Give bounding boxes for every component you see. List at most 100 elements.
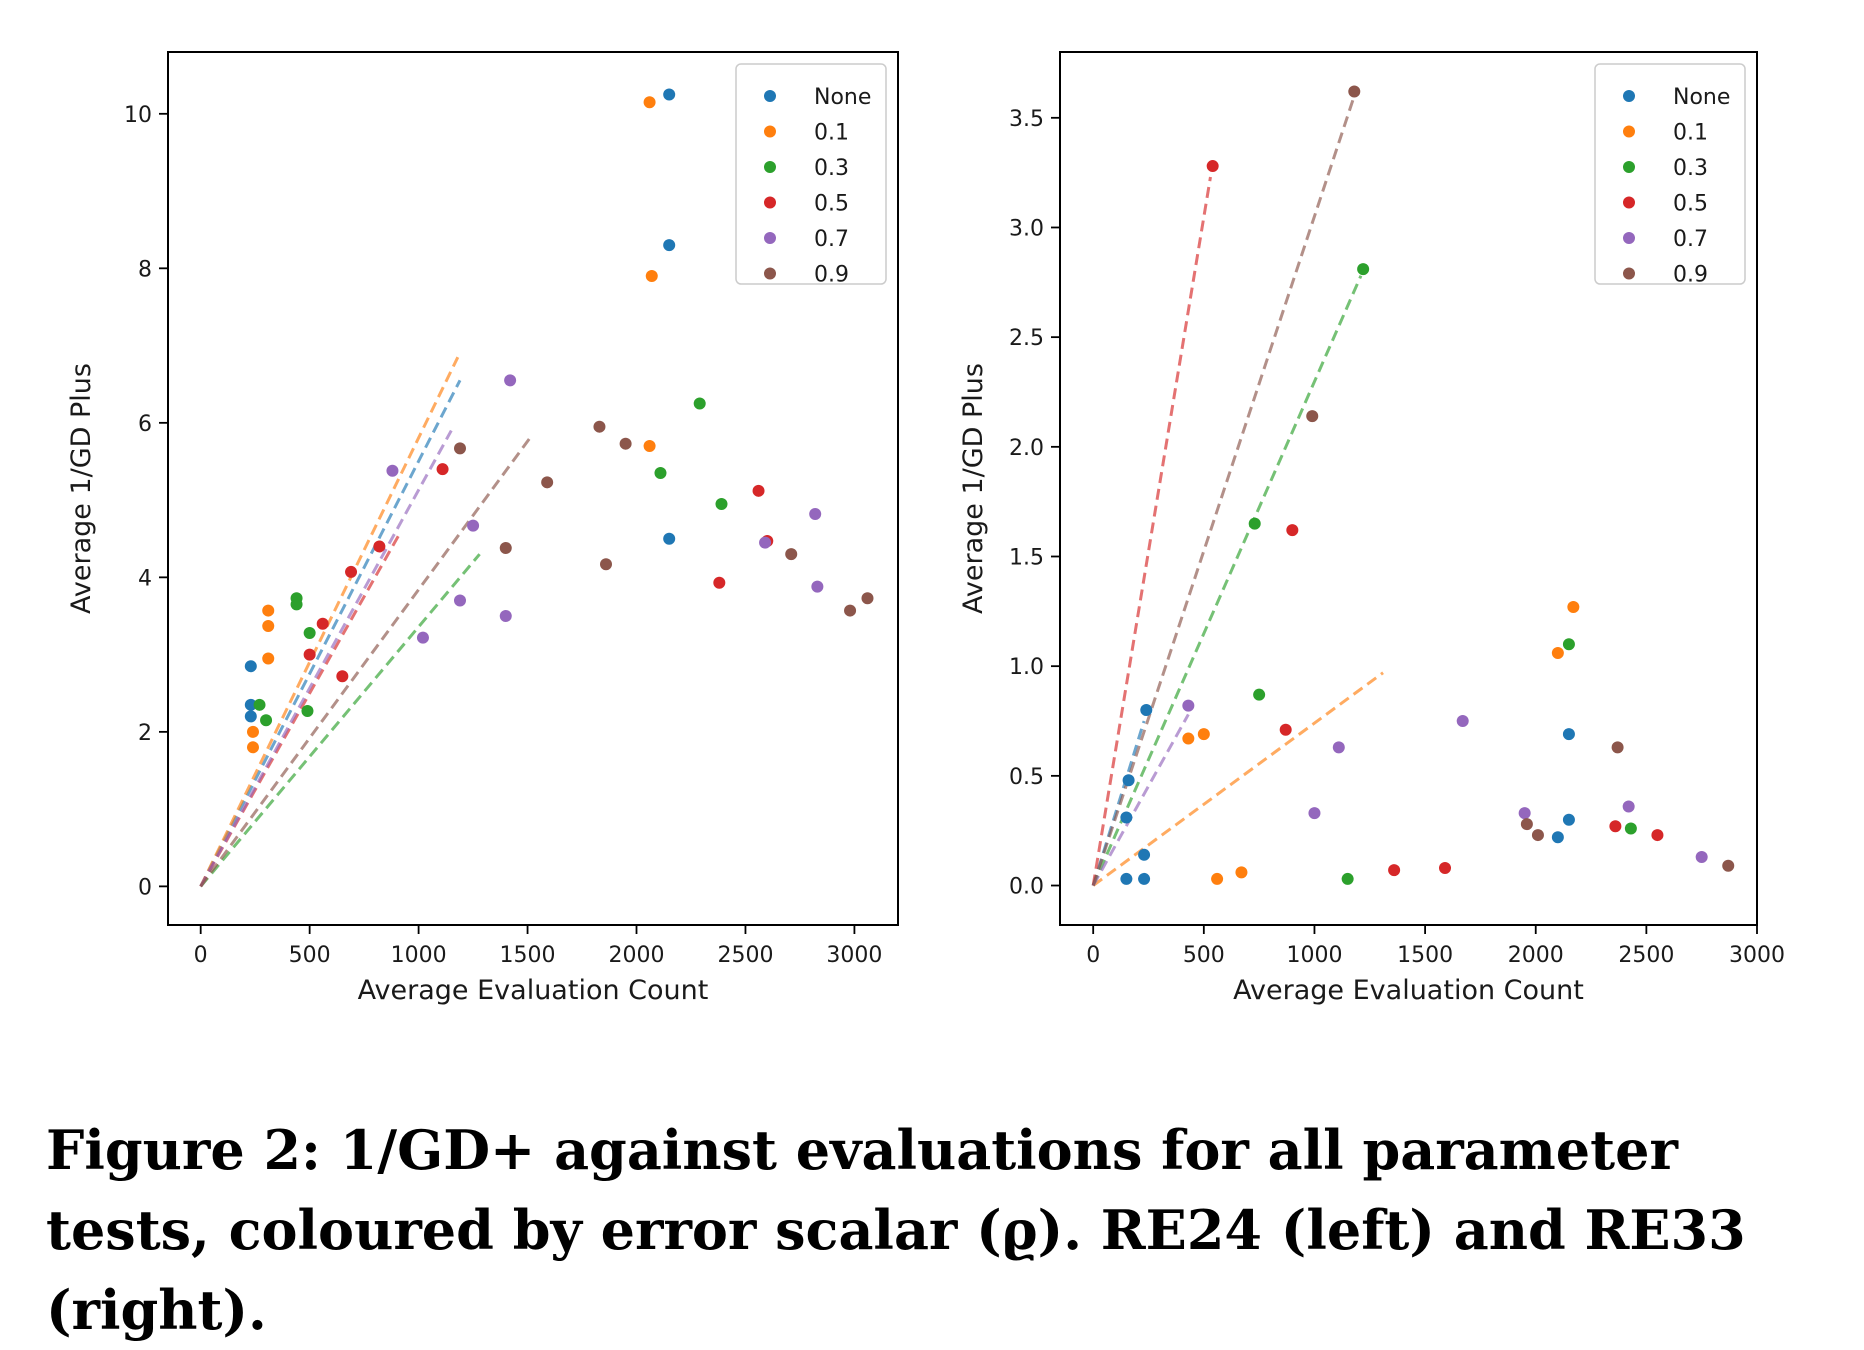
legend-marker-0.9 xyxy=(1623,267,1635,280)
trend-line-0.9 xyxy=(1091,95,1356,886)
point-0.9 xyxy=(1520,818,1533,831)
point-None xyxy=(244,660,257,673)
x-tick-label: 1000 xyxy=(1286,943,1342,968)
point-0.1 xyxy=(1567,600,1580,613)
point-0.3 xyxy=(301,704,314,717)
point-0.5 xyxy=(336,670,349,683)
point-None xyxy=(1122,774,1135,787)
point-0.3 xyxy=(260,714,273,727)
point-0.9 xyxy=(1306,410,1319,423)
legend: None 0.1 0.3 0.5 0.7 0.9 xyxy=(1594,63,1746,288)
point-0.5 xyxy=(1206,160,1219,173)
point-0.3 xyxy=(1357,263,1370,276)
point-None xyxy=(663,88,676,101)
point-0.7 xyxy=(504,374,517,387)
legend-label-0.3: 0.3 xyxy=(1673,156,1708,181)
point-None xyxy=(1551,831,1564,844)
point-0.9 xyxy=(600,558,612,571)
point-0.9 xyxy=(499,541,512,554)
y-tick-label: 1.5 xyxy=(1009,545,1044,570)
point-0.9 xyxy=(1531,829,1544,842)
legend-label-0.1: 0.1 xyxy=(814,121,849,146)
point-0.9 xyxy=(861,592,874,605)
legend-marker-0.7 xyxy=(764,232,776,244)
left-panel-re24: 0 500 1000 1500 2000 2500 3000 0 2 4 6 8 10 Average E… xyxy=(66,51,899,1006)
figure: 0 500 1000 1500 2000 2500 3000 0 2 4 6 8 10 Average E… xyxy=(66,51,1785,1006)
legend-label-0.5: 0.5 xyxy=(814,192,849,217)
legend-label-None: None xyxy=(1673,85,1730,110)
point-0.9 xyxy=(844,604,857,617)
legend-marker-0.3 xyxy=(764,161,776,173)
point-0.1 xyxy=(1235,866,1248,879)
point-None xyxy=(1120,872,1133,885)
point-0.5 xyxy=(1279,723,1292,736)
point-0.3 xyxy=(693,397,706,410)
point-0.9 xyxy=(454,442,466,455)
legend-marker-None xyxy=(764,90,776,102)
y-tick-label: 4 xyxy=(138,566,152,591)
legend-label-0.9: 0.9 xyxy=(1673,263,1708,288)
point-None xyxy=(1562,813,1575,826)
point-0.5 xyxy=(345,565,358,578)
point-0.7 xyxy=(467,519,480,532)
point-0.1 xyxy=(645,270,658,283)
point-0.5 xyxy=(1609,820,1622,833)
point-0.5 xyxy=(1286,524,1299,537)
point-0.7 xyxy=(1332,741,1345,754)
figure-caption: Figure 2: 1/GD+ against evaluations for … xyxy=(46,1118,1746,1342)
trend-line-0.7 xyxy=(199,429,453,888)
x-tick-label: 2000 xyxy=(609,943,665,968)
point-0.7 xyxy=(416,631,429,644)
point-0.7 xyxy=(1695,851,1708,864)
legend-marker-0.9 xyxy=(764,267,776,280)
point-0.7 xyxy=(1182,699,1195,712)
point-0.1 xyxy=(1551,647,1564,660)
legend-marker-None xyxy=(1623,90,1635,102)
legend: None 0.1 0.3 0.5 0.7 0.9 xyxy=(735,63,887,288)
y-tick-label: 1.0 xyxy=(1009,655,1044,680)
point-0.1 xyxy=(262,620,275,633)
trend-line-0.3 xyxy=(199,553,481,888)
trend-line-0.9 xyxy=(199,437,531,888)
point-0.1 xyxy=(246,725,259,738)
point-0.1 xyxy=(1197,728,1210,741)
plot-frame xyxy=(167,51,899,926)
plot-frame xyxy=(1059,51,1758,926)
point-0.7 xyxy=(1622,800,1635,813)
point-0.3 xyxy=(303,626,316,639)
legend-box xyxy=(735,63,887,285)
point-0.9 xyxy=(785,548,798,561)
trend-line-0.1 xyxy=(199,356,460,888)
x-tick-label: 0 xyxy=(1086,943,1100,968)
point-0.5 xyxy=(1388,864,1401,877)
x-tick-label: 2000 xyxy=(1508,943,1564,968)
legend-marker-0.5 xyxy=(764,196,776,209)
legend-label-0.1: 0.1 xyxy=(1673,121,1708,146)
point-0.5 xyxy=(1651,829,1664,842)
point-0.5 xyxy=(1439,861,1452,874)
y-axis-label: Average 1/GD Plus xyxy=(66,363,97,614)
point-None xyxy=(244,710,257,723)
trend-line-0.1 xyxy=(1092,671,1384,887)
legend-label-0.5: 0.5 xyxy=(1673,192,1708,217)
point-0.1 xyxy=(246,741,259,754)
point-0.7 xyxy=(454,594,466,607)
y-tick-label: 2 xyxy=(138,721,152,746)
point-0.3 xyxy=(1248,517,1261,530)
trend-line-None xyxy=(1091,720,1146,886)
point-None xyxy=(1138,848,1151,861)
point-0.7 xyxy=(499,609,512,622)
x-tick-label: 3000 xyxy=(1729,943,1785,968)
y-tick-label: 3.0 xyxy=(1009,216,1044,241)
legend-marker-0.5 xyxy=(1623,196,1635,209)
x-tick-label: 1000 xyxy=(391,943,447,968)
trend-line-0.7 xyxy=(1091,713,1190,887)
y-tick-label: 2.0 xyxy=(1009,436,1044,461)
point-0.3 xyxy=(654,467,667,480)
point-0.3 xyxy=(1253,688,1266,701)
point-0.1 xyxy=(643,440,656,453)
point-0.5 xyxy=(316,617,329,630)
trend-line-None xyxy=(199,379,462,888)
x-tick-label: 1500 xyxy=(500,943,556,968)
x-tick-label: 2500 xyxy=(717,943,773,968)
